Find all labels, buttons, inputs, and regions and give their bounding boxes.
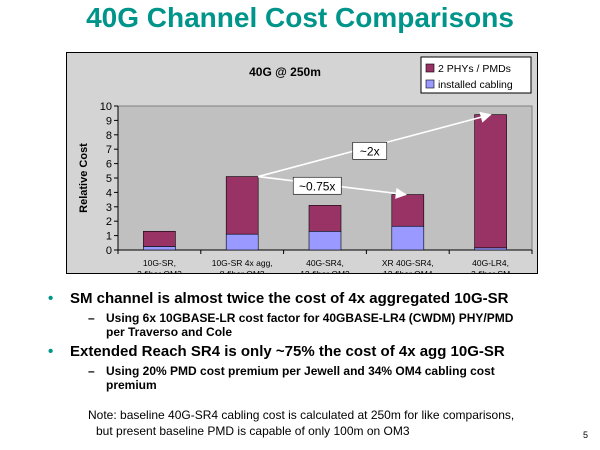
bullet-dot: • xyxy=(48,343,54,360)
annotation-box xyxy=(352,142,388,160)
sub-bullet-dash: – xyxy=(88,364,95,378)
x-category-label: 40G-LR4, xyxy=(472,258,509,268)
sub-bullet-line: per Traverso and Cole xyxy=(106,325,233,339)
x-category-label: 10G-SR, xyxy=(143,258,176,268)
y-tick-label: 8 xyxy=(106,130,112,142)
page-number: 5 xyxy=(582,430,588,440)
x-category-label: 2-fiber OM3 xyxy=(137,269,182,274)
bullet-text: Extended Reach SR4 is only ~75% the cost… xyxy=(70,343,505,360)
legend-swatch-phys-pmds xyxy=(425,63,435,73)
bar-segment-installed-cabling xyxy=(474,247,507,251)
y-tick-label: 0 xyxy=(106,245,112,257)
y-tick-label: 5 xyxy=(106,173,112,185)
bar-segment-installed-cabling xyxy=(143,246,176,251)
annotation-label: ~0.75x xyxy=(299,179,335,193)
y-tick-label: 7 xyxy=(106,144,112,156)
footnote-line: Note: baseline 40G-SR4 cabling cost is c… xyxy=(88,408,515,422)
y-tick-label: 1 xyxy=(106,231,112,243)
annotation-box xyxy=(292,176,342,195)
bullet-text: SM channel is almost twice the cost of 4… xyxy=(70,290,509,307)
sub-bullet-line: premium xyxy=(106,378,157,392)
legend-box xyxy=(420,56,532,94)
y-tick-label: 10 xyxy=(100,101,112,113)
sub-bullet-line: Using 20% PMD cost premium per Jewell an… xyxy=(106,364,495,378)
x-category-label: 10G-SR 4x agg, xyxy=(212,258,273,268)
y-tick-label: 6 xyxy=(106,159,112,171)
y-tick-label: 9 xyxy=(106,115,112,127)
bar-segment-installed-cabling xyxy=(225,233,259,251)
bullet-item: • Extended Reach SR4 is only ~75% the co… xyxy=(48,343,588,361)
y-axis-label: Relative Cost xyxy=(78,143,90,213)
y-tick-label: 2 xyxy=(106,216,112,228)
slide-title: 40G Channel Cost Comparisons xyxy=(86,2,514,33)
legend-label-installed-cabling: installed cabling xyxy=(438,79,513,91)
legend-label-phys-pmds: 2 PHYs / PMDs xyxy=(438,63,511,75)
legend-swatch-installed-cabling xyxy=(425,79,435,89)
bullet-list: • SM channel is almost twice the cost of… xyxy=(48,290,588,396)
bar-segment-phys-pmds xyxy=(225,176,259,235)
x-category-label: 12-fiber OM3 xyxy=(300,269,350,274)
bar-segment-installed-cabling xyxy=(308,230,342,251)
footnote: Note: baseline 40G-SR4 cabling cost is c… xyxy=(88,407,568,439)
sub-bullet-item: – Using 6x 10GBASE-LR cost factor for 40… xyxy=(48,311,588,339)
y-tick-label: 4 xyxy=(106,187,112,199)
bar-segment-phys-pmds xyxy=(474,114,507,249)
bar-segment-installed-cabling xyxy=(391,225,425,251)
x-category-label: 40G-SR4, xyxy=(306,258,344,268)
sub-bullet-item: – Using 20% PMD cost premium per Jewell … xyxy=(48,364,588,392)
bullet-item: • SM channel is almost twice the cost of… xyxy=(48,290,588,308)
x-category-label: 12-fiber OM4 xyxy=(383,269,433,274)
sub-bullet-line: Using 6x 10GBASE-LR cost factor for 40GB… xyxy=(106,311,514,325)
x-category-label: 8-fiber OM3 xyxy=(220,269,265,274)
sub-bullet-dash: – xyxy=(88,311,95,325)
footnote-line: but present baseline PMD is capable of o… xyxy=(96,424,410,438)
bar-segment-phys-pmds xyxy=(143,230,176,247)
annotation-label: ~2x xyxy=(360,144,380,158)
x-category-label: 2-fiber SM xyxy=(471,269,510,274)
chart-title: 40G @ 250m xyxy=(249,65,321,79)
x-category-label: XR 40G-SR4, xyxy=(382,258,434,268)
bullet-dot: • xyxy=(48,290,54,307)
y-tick-label: 3 xyxy=(106,202,112,214)
bar-segment-phys-pmds xyxy=(391,194,425,227)
bar-segment-phys-pmds xyxy=(308,205,342,232)
